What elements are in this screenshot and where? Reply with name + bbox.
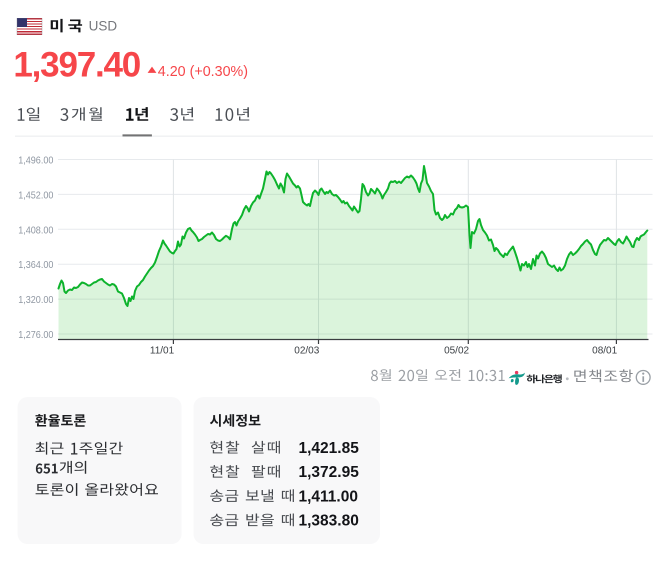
svg-text:1,496.00: 1,496.00 bbox=[18, 156, 53, 167]
svg-text:05/02: 05/02 bbox=[444, 346, 469, 357]
svg-text:1,372.95: 1,372.95 bbox=[299, 464, 360, 481]
svg-text:08/01: 08/01 bbox=[592, 346, 617, 357]
svg-text:1,452.00: 1,452.00 bbox=[18, 190, 53, 201]
svg-text:1,276.00: 1,276.00 bbox=[18, 330, 53, 341]
svg-text:1,397.40: 1,397.40 bbox=[13, 45, 140, 84]
svg-text:11/01: 11/01 bbox=[150, 346, 175, 357]
svg-text:1,421.85: 1,421.85 bbox=[299, 440, 360, 457]
svg-text:4.20 (+0.30%): 4.20 (+0.30%) bbox=[158, 64, 248, 80]
svg-text:USD: USD bbox=[89, 19, 118, 34]
svg-text:02/03: 02/03 bbox=[294, 346, 319, 357]
svg-text:1,408.00: 1,408.00 bbox=[18, 225, 53, 236]
svg-text:1,364.00: 1,364.00 bbox=[18, 260, 53, 271]
svg-text:1,411.00: 1,411.00 bbox=[299, 488, 358, 505]
svg-text:1,383.80: 1,383.80 bbox=[299, 513, 359, 530]
svg-text:1,320.00: 1,320.00 bbox=[18, 295, 53, 306]
